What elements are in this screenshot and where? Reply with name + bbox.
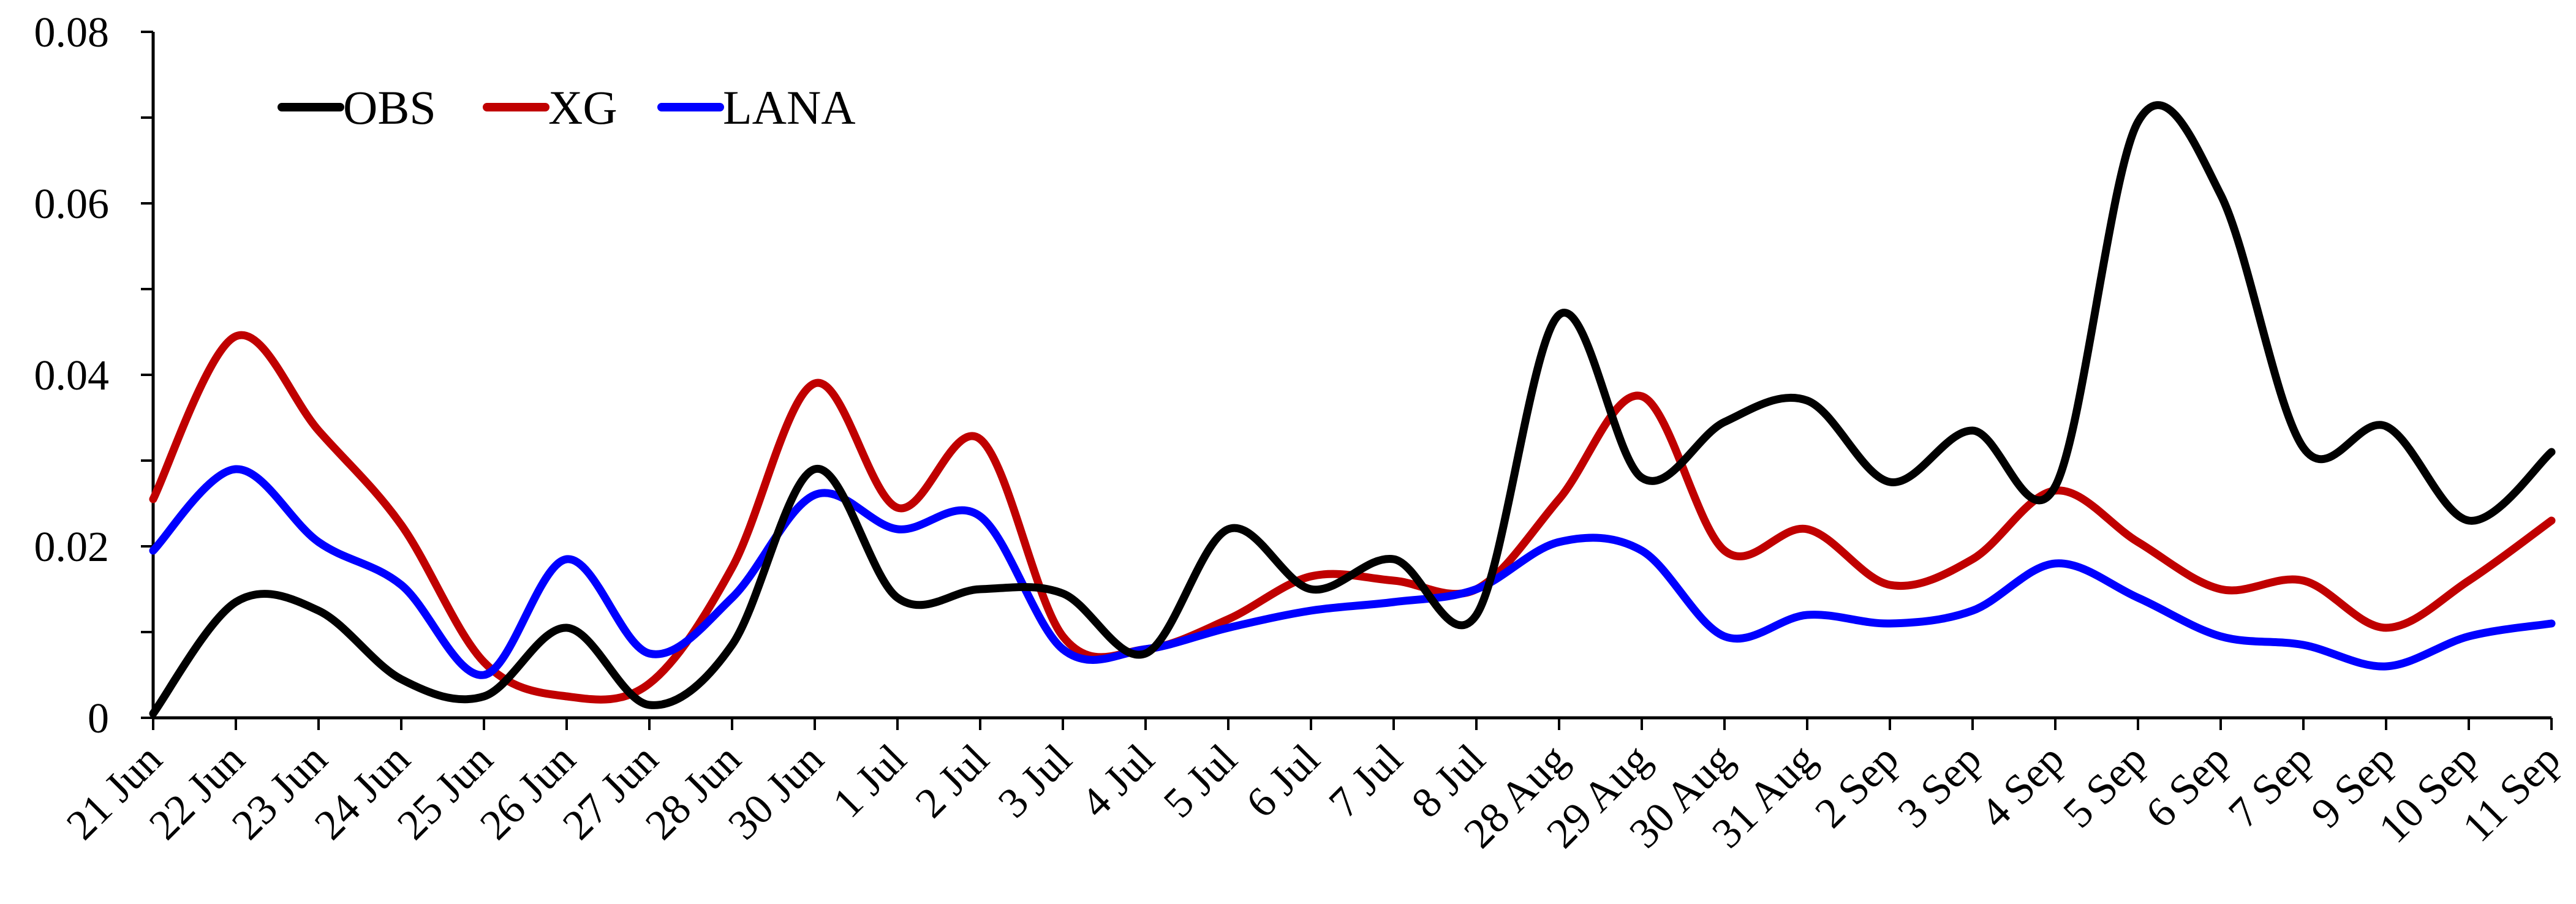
x-tick-label: 5 Sep xyxy=(2054,736,2156,837)
legend-label-xg: XG xyxy=(548,81,618,134)
x-tick-label: 3 Sep xyxy=(1889,736,1990,837)
x-tick-label: 21 Jun xyxy=(58,736,171,849)
x-tick-label: 24 Jun xyxy=(306,736,419,849)
x-tick-label: 2 Sep xyxy=(1806,736,1908,837)
series-line-lana xyxy=(149,465,2556,679)
x-tick-label: 5 Jul xyxy=(1155,736,1246,827)
x-tick-label: 7 Sep xyxy=(2219,736,2321,837)
legend-label-lana: LANA xyxy=(723,81,856,134)
x-tick-label: 6 Sep xyxy=(2137,736,2238,837)
x-tick-label: 26 Jun xyxy=(471,736,584,849)
series-layer xyxy=(149,101,2556,718)
y-tick-label: 0 xyxy=(88,695,109,742)
x-tick-label: 11 Sep xyxy=(2454,736,2570,851)
x-tick-label: 23 Jun xyxy=(223,736,336,849)
x-tick-label: 28 Jun xyxy=(636,736,750,849)
x-tick-label: 25 Jun xyxy=(388,736,502,849)
x-tick-label: 3 Jul xyxy=(989,736,1081,827)
y-tick-label: 0.06 xyxy=(34,181,110,228)
legend-label-obs: OBS xyxy=(343,81,436,134)
x-tick-label: 30 Jun xyxy=(719,736,833,849)
y-tick-label: 0.02 xyxy=(34,524,110,571)
y-tick-label: 0.04 xyxy=(34,352,110,399)
x-tick-label: 27 Jun xyxy=(554,736,667,849)
x-tick-label: 4 Sep xyxy=(1971,736,2073,837)
series-line-obs xyxy=(149,101,2556,718)
legend: OBS XG LANA xyxy=(278,81,856,134)
x-tick-label: 4 Jul xyxy=(1072,736,1163,827)
x-tick-label: 22 Jun xyxy=(140,736,254,849)
x-tick-label: 6 Jul xyxy=(1237,736,1329,827)
y-tick-label: 0.08 xyxy=(34,9,110,56)
x-tick-label: 2 Jul xyxy=(907,736,998,827)
series-line-xg xyxy=(149,331,2556,704)
x-tick-label: 1 Jul xyxy=(824,736,915,827)
x-tick-label: 7 Jul xyxy=(1320,736,1411,827)
